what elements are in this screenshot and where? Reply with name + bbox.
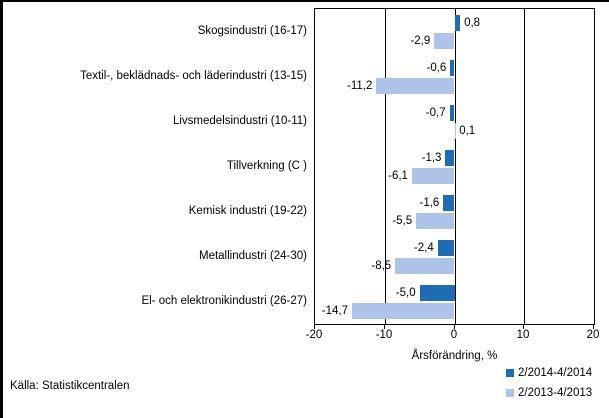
bar-value-label: -2,4 [413, 242, 434, 254]
legend-item: 2/2014-4/2014 [506, 363, 592, 383]
x-tick-label: 20 [586, 329, 600, 341]
gridline [455, 9, 456, 324]
category-label: Textil-, beklädnads- och läderindustri (… [80, 70, 307, 82]
bar [434, 33, 455, 49]
x-tick-mark [314, 325, 315, 329]
bar-value-label: -5,0 [395, 287, 416, 299]
bar-value-label: -6,1 [388, 170, 408, 182]
bar [411, 168, 455, 184]
bar [351, 303, 455, 319]
category-label: Livsmedelsindustri (10-11) [172, 115, 307, 127]
bar [395, 258, 455, 274]
legend-swatch-icon [506, 389, 514, 397]
bar [449, 105, 455, 121]
legend: 2/2014-4/2014 2/2013-4/2013 [506, 363, 592, 403]
window-border-top [0, 0, 609, 2]
bar-value-label: -14,7 [321, 305, 348, 317]
bar-value-label: -8,5 [371, 260, 392, 272]
x-tick-label: 10 [516, 329, 530, 341]
x-axis-tick-labels: -20 -10 0 10 20 [306, 329, 600, 343]
bar-value-label: -2,9 [410, 35, 431, 47]
bar-value-label: 0,1 [459, 125, 476, 137]
category-axis: Skogsindustri (16-17) Textil-, beklädnads… [0, 9, 307, 324]
bar [376, 78, 455, 94]
legend-label: 2/2013-4/2013 [518, 387, 593, 399]
category-label: Kemisk industri (19-22) [188, 205, 307, 217]
plot-area: 0,8 -2,9 -0,6 -11,2 -0,7 0,1 -1,3 -6,1 -1,6 -5,5 -… [314, 8, 595, 325]
bar-value-label: 0,8 [464, 17, 481, 29]
legend-swatch-icon [506, 369, 514, 377]
x-tick-mark [523, 325, 524, 329]
source-note: Källa: Statistikcentralen [10, 380, 130, 392]
bar-value-label: -0,7 [425, 107, 446, 119]
gridline [385, 9, 386, 324]
x-tick-mark [384, 325, 385, 329]
bar [454, 15, 461, 31]
bar-value-label: -1,3 [421, 152, 442, 164]
bar-value-label: -1,6 [419, 197, 440, 209]
category-label: Skogsindustri (16-17) [197, 25, 307, 37]
x-axis-title: Årsförändring, % [411, 350, 498, 362]
legend-item: 2/2013-4/2013 [506, 383, 592, 403]
x-axis-tick-marks [314, 325, 595, 329]
bar [450, 60, 455, 76]
category-label: El- och elektronikindustri (26-27) [141, 295, 307, 307]
x-tick-mark [593, 325, 594, 329]
bar [437, 240, 455, 256]
bar-value-label: -11,2 [347, 80, 373, 92]
bar [443, 195, 455, 211]
bar [454, 123, 456, 139]
x-tick-label: 0 [450, 329, 458, 341]
bar [419, 285, 455, 301]
bar [416, 213, 455, 229]
bar-value-label: -5,5 [392, 215, 413, 227]
gridline [524, 9, 525, 324]
window-border-left [0, 0, 3, 418]
x-tick-label: -10 [375, 329, 393, 341]
bar [445, 150, 455, 166]
legend-label: 2/2014-4/2014 [518, 367, 593, 379]
category-label: Tillverkning (C ) [226, 160, 307, 172]
x-tick-label: -20 [305, 329, 323, 341]
x-tick-mark [454, 325, 455, 329]
category-label: Metallindustri (24-30) [198, 250, 307, 262]
bar-value-label: -0,6 [426, 62, 447, 74]
